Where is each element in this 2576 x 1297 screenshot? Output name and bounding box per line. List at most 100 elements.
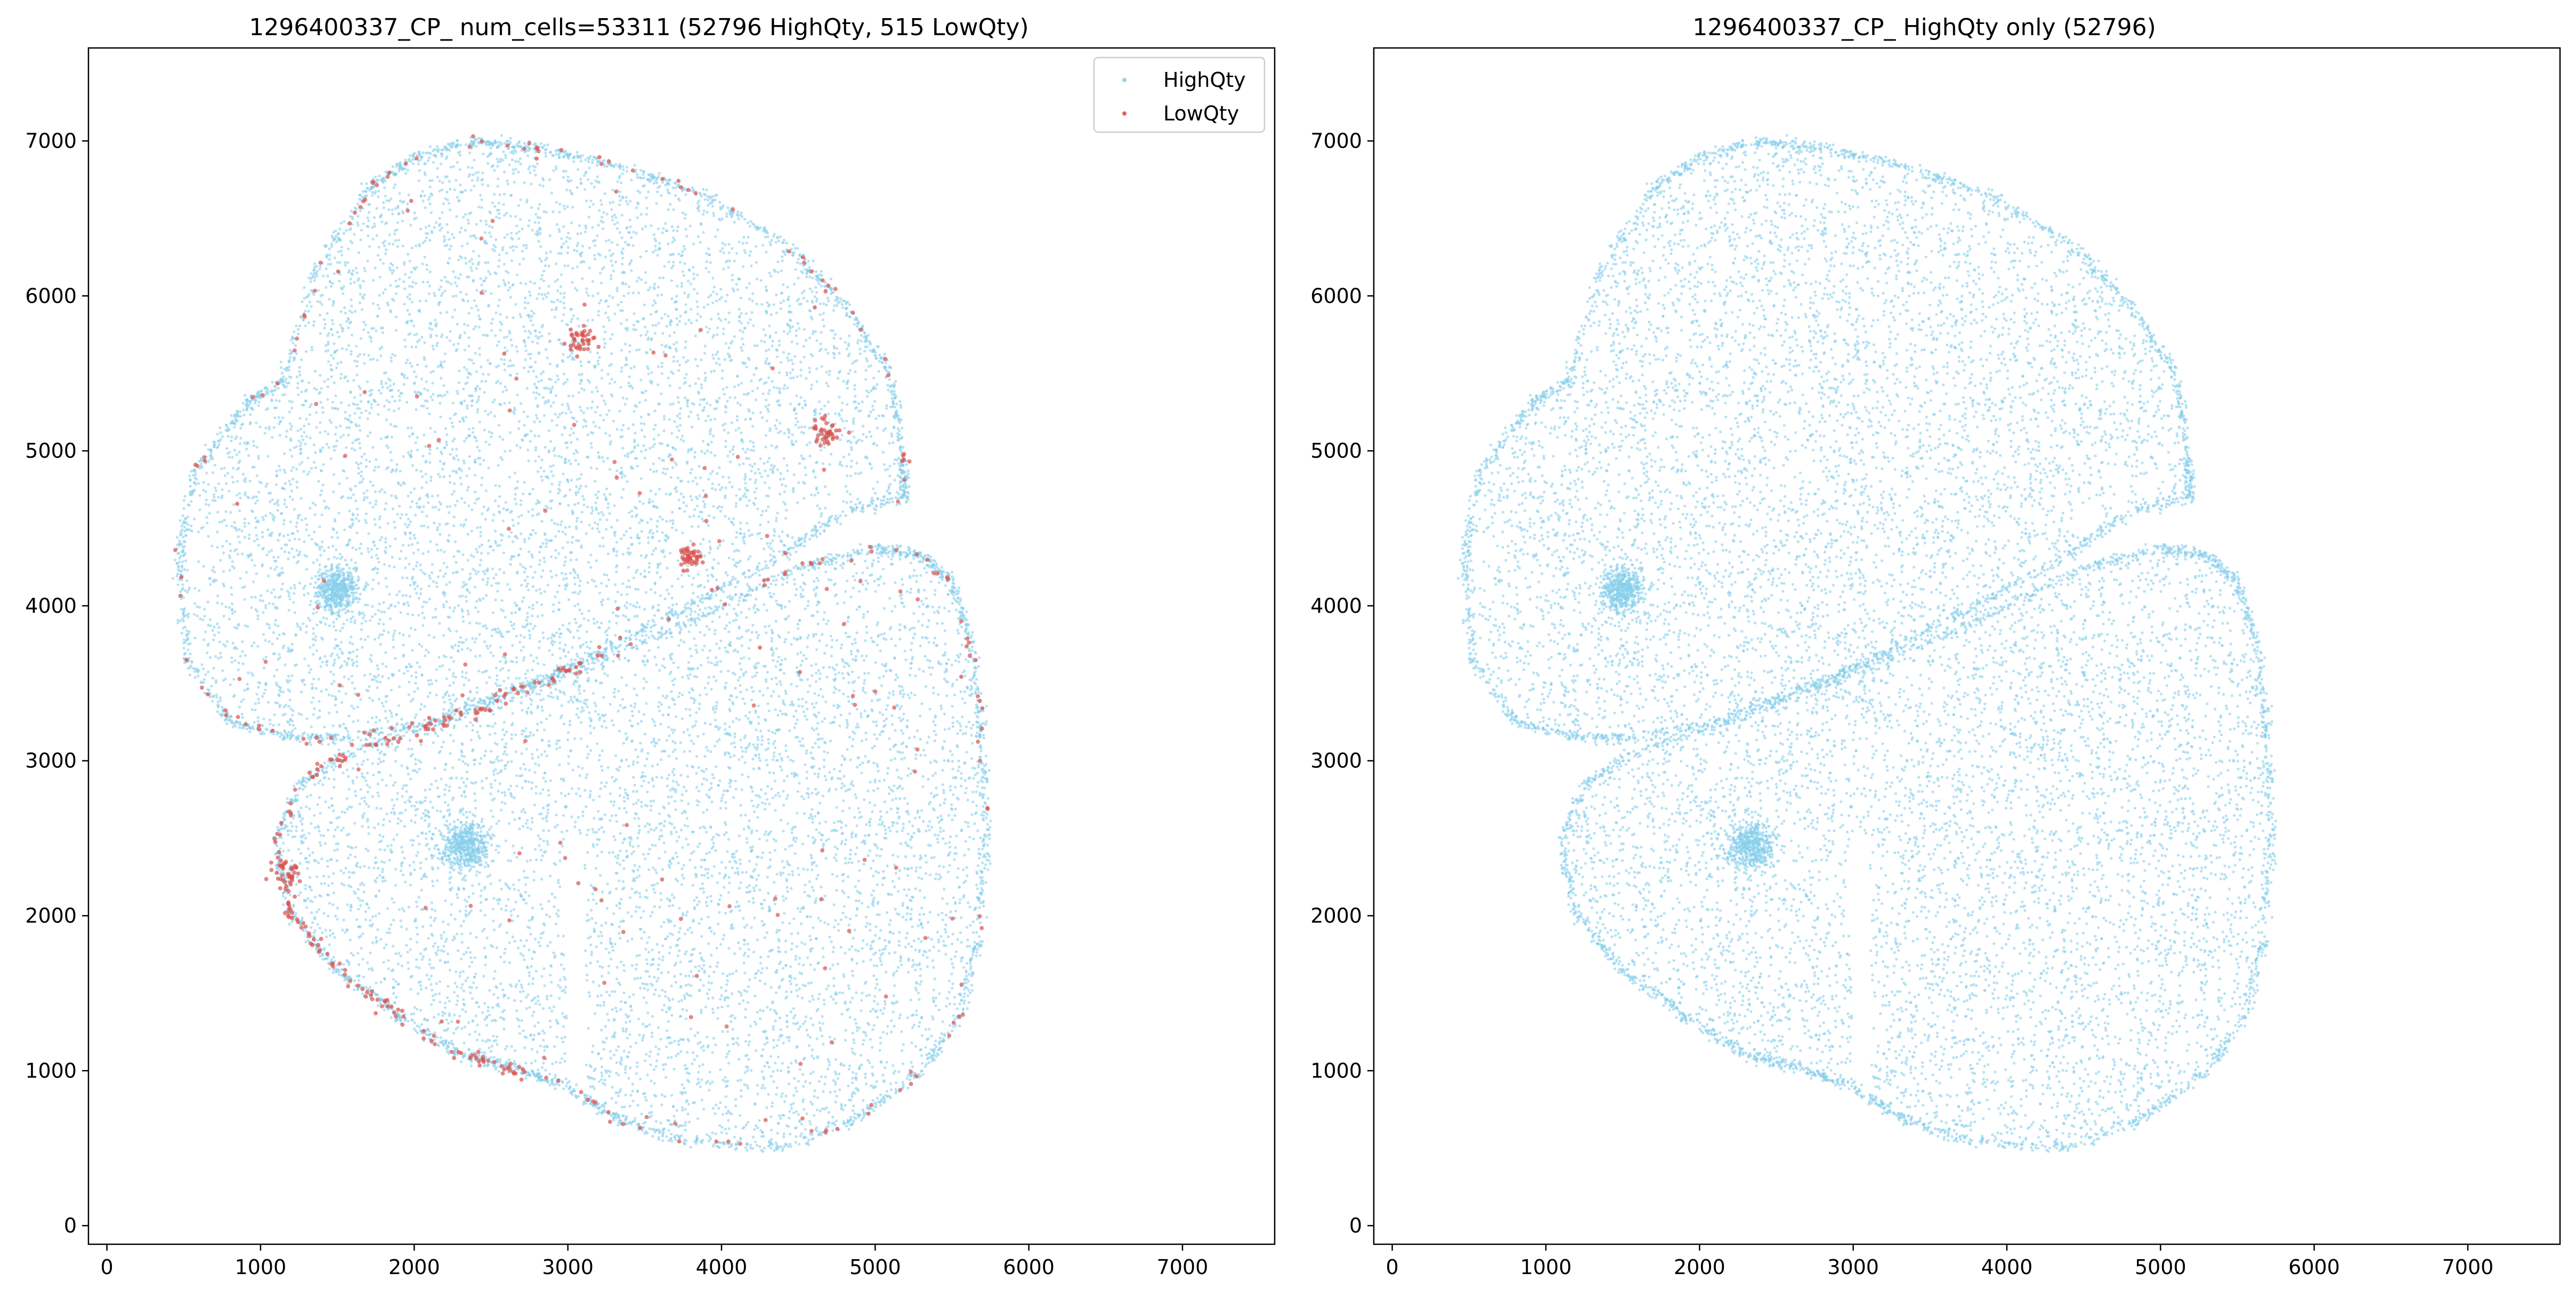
scatter-point xyxy=(888,597,892,600)
scatter-point xyxy=(618,863,622,866)
scatter-point xyxy=(475,304,478,307)
scatter-point xyxy=(686,564,690,568)
scatter-point xyxy=(700,873,703,877)
scatter-point xyxy=(913,693,917,696)
scatter-point xyxy=(704,419,708,423)
scatter-point xyxy=(332,956,335,959)
scatter-point xyxy=(498,495,501,498)
scatter-point xyxy=(411,613,415,617)
scatter-point xyxy=(555,424,558,427)
scatter-point xyxy=(630,515,634,518)
scatter-point xyxy=(550,1010,554,1013)
scatter-point xyxy=(416,436,419,439)
scatter-point xyxy=(685,837,688,840)
scatter-point xyxy=(512,168,515,172)
scatter-point xyxy=(217,631,221,634)
scatter-point xyxy=(817,1080,821,1083)
scatter-point xyxy=(596,234,599,238)
scatter-point xyxy=(666,784,669,788)
scatter-point xyxy=(420,702,423,706)
scatter-point xyxy=(464,676,467,679)
scatter-point xyxy=(893,462,896,466)
scatter-point xyxy=(790,340,793,344)
scatter-point xyxy=(600,1071,603,1074)
scatter-point xyxy=(684,1017,688,1020)
scatter-point xyxy=(597,490,600,493)
scatter-point xyxy=(467,678,471,682)
scatter-point xyxy=(692,742,695,745)
scatter-point xyxy=(624,1071,627,1074)
scatter-point xyxy=(927,641,930,644)
scatter-point xyxy=(676,360,679,363)
scatter-point xyxy=(313,707,316,710)
scatter-point xyxy=(695,755,699,758)
scatter-point xyxy=(503,358,506,361)
scatter-point xyxy=(949,789,952,792)
scatter-point xyxy=(875,444,879,447)
scatter-point xyxy=(455,284,459,288)
scatter-point xyxy=(471,508,474,512)
scatter-point xyxy=(363,293,366,296)
scatter-point xyxy=(963,690,966,693)
scatter-point xyxy=(772,386,776,389)
scatter-point xyxy=(423,818,427,822)
scatter-point xyxy=(631,714,635,718)
scatter-point xyxy=(606,372,610,376)
scatter-point xyxy=(793,1014,797,1017)
scatter-point xyxy=(725,1112,728,1115)
scatter-point xyxy=(491,567,495,571)
scatter-point xyxy=(735,969,738,973)
scatter-point xyxy=(711,1080,714,1083)
scatter-point xyxy=(741,871,744,874)
scatter-point xyxy=(609,337,612,341)
scatter-point xyxy=(635,1072,638,1075)
scatter-point xyxy=(696,235,700,238)
scatter-point xyxy=(657,646,660,649)
scatter-point xyxy=(623,807,626,810)
scatter-point xyxy=(303,424,306,428)
scatter-point xyxy=(469,721,472,724)
scatter-point xyxy=(638,895,642,898)
scatter-point xyxy=(903,797,906,800)
scatter-point xyxy=(388,858,391,862)
scatter-point xyxy=(448,208,452,212)
scatter-point xyxy=(802,963,805,967)
scatter-point xyxy=(814,633,817,636)
scatter-point xyxy=(662,841,666,845)
scatter-point xyxy=(328,943,331,946)
scatter-point xyxy=(964,840,967,843)
scatter-point xyxy=(782,1135,785,1138)
scatter-point xyxy=(844,838,848,841)
scatter-point xyxy=(657,1052,660,1056)
scatter-point xyxy=(330,319,334,322)
scatter-point xyxy=(906,832,910,836)
scatter-point xyxy=(832,998,835,1001)
scatter-point xyxy=(731,485,734,489)
scatter-point xyxy=(976,772,979,775)
scatter-point xyxy=(325,267,328,271)
scatter-point xyxy=(326,378,330,381)
scatter-point xyxy=(306,591,310,595)
scatter-point xyxy=(696,1031,700,1034)
scatter-point xyxy=(571,646,574,649)
scatter-point xyxy=(473,158,476,162)
scatter-point xyxy=(636,761,639,764)
scatter-point xyxy=(916,729,919,732)
scatter-point xyxy=(772,659,775,662)
scatter-point xyxy=(489,411,492,414)
scatter-point xyxy=(612,419,615,423)
scatter-point xyxy=(759,523,762,526)
scatter-point xyxy=(811,791,814,795)
scatter-point xyxy=(724,486,727,490)
scatter-point xyxy=(814,476,817,479)
scatter-point xyxy=(865,359,869,363)
scatter-point xyxy=(566,378,569,382)
scatter-point xyxy=(466,610,469,613)
scatter-point xyxy=(615,227,619,230)
scatter-point xyxy=(470,306,473,310)
scatter-point xyxy=(826,751,829,755)
scatter-point xyxy=(702,538,705,541)
scatter-point xyxy=(419,469,423,473)
scatter-point xyxy=(966,945,969,948)
scatter-point xyxy=(788,729,791,733)
